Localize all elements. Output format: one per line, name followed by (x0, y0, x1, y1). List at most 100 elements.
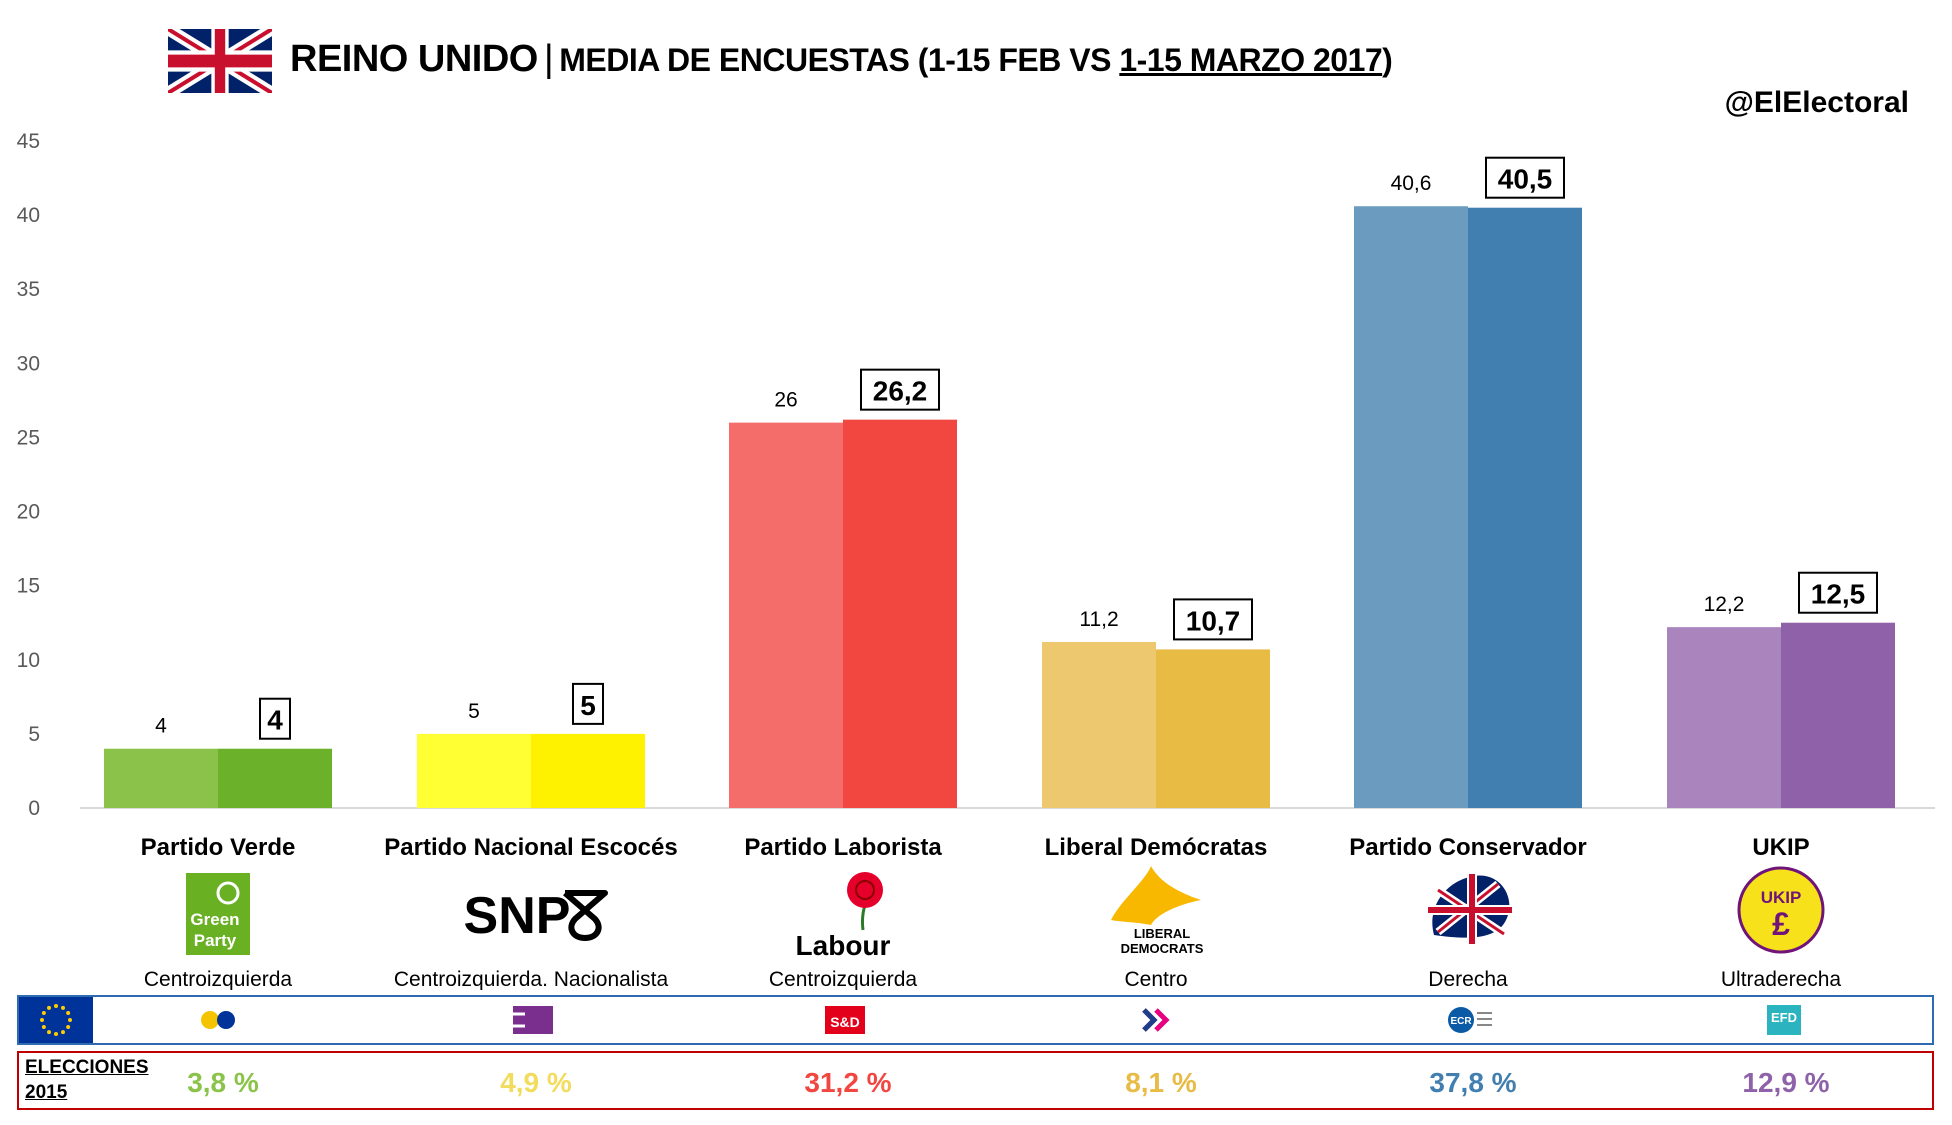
x-category-label: Partido Laborista (744, 834, 942, 861)
title-subtitle-period: 1-15 MARZO 2017 (1119, 42, 1383, 78)
x-axis-labels: Partido Verde Partido Nacional Escocés Par… (141, 834, 1810, 861)
data-label-feb: 4 (155, 715, 167, 738)
data-label-feb: 40,6 (1391, 172, 1432, 195)
party-ideologies: Centroizquierda Centroizquierda. Nacional… (144, 968, 1842, 990)
svg-text:ECR: ECR (1450, 1016, 1472, 1027)
y-tick-label: 5 (28, 723, 40, 746)
y-axis: 0 5 10 15 20 25 30 35 40 45 (17, 130, 40, 820)
title-separator: | (543, 38, 554, 80)
labour-logo: Labour (796, 872, 891, 961)
twitter-handle: @ElElectoral (1724, 86, 1909, 119)
party-ideology: Derecha (1428, 968, 1508, 990)
title-country: REINO UNIDO (290, 38, 538, 80)
data-label-feb: 5 (468, 700, 480, 723)
snp-logo: SNP (464, 887, 608, 945)
party-ideology: Centroizquierda. Nacionalista (394, 968, 669, 990)
data-label-box (259, 697, 291, 740)
green-party-logo: Green Party (186, 873, 250, 955)
ukip-logo: UKIP£ (1737, 866, 1825, 954)
data-label-march: 26,2 (873, 376, 928, 407)
y-tick-label: 30 (17, 352, 40, 375)
y-tick-label: 40 (17, 204, 40, 227)
data-label-feb: 11,2 (1079, 608, 1118, 631)
bar-feb (417, 733, 531, 808)
svg-text:DEMOCRATS: DEMOCRATS (1121, 941, 1204, 956)
svg-text:S&D: S&D (830, 1014, 860, 1030)
y-tick-label: 25 (17, 426, 40, 449)
svg-text:EFD: EFD (1771, 1010, 1797, 1025)
bar-march (1156, 649, 1270, 808)
party-ideology: Ultraderecha (1721, 968, 1842, 990)
data-label-box (1485, 156, 1565, 199)
bar-feb (729, 422, 843, 808)
title-subtitle-suffix: ) (1382, 42, 1393, 78)
title-subtitle-prefix: MEDIA DE ENCUESTAS (1-15 FEB VS (559, 42, 1120, 78)
data-label-march: 10,7 (1186, 605, 1241, 636)
election-2015-value: 4,9 % (500, 1067, 572, 1098)
eu-flag-icon (19, 997, 93, 1043)
uk-flag-icon (168, 29, 272, 93)
s-and-d-icon: S&D (825, 1006, 865, 1034)
svg-text:£: £ (1772, 906, 1790, 942)
gue-ngl-icon (513, 1006, 553, 1034)
bar-march (1781, 622, 1895, 808)
efdd-icon: EFD (1767, 1005, 1801, 1035)
bar-march (531, 733, 645, 808)
elections-label-line1: ELECCIONES (25, 1057, 149, 1078)
bar-march (218, 748, 332, 808)
election-2015-value: 8,1 % (1125, 1067, 1197, 1098)
data-label-feb: 12,2 (1704, 593, 1745, 616)
greens-efa-icon (201, 1011, 235, 1029)
party-ideology: Centroizquierda (769, 968, 918, 990)
bar-march (843, 419, 957, 808)
y-tick-label: 20 (17, 501, 40, 524)
election-2015-value: 31,2 % (804, 1067, 892, 1098)
data-label-march: 40,5 (1498, 164, 1553, 195)
x-category-label: Partido Conservador (1349, 834, 1586, 861)
svg-text:Labour: Labour (796, 930, 891, 961)
eu-groups-row: S&D ECR EFD (17, 995, 1934, 1045)
x-category-label: Liberal Demócratas (1045, 834, 1268, 861)
svg-text:UKIP: UKIP (1761, 888, 1802, 907)
svg-text:SNP: SNP (464, 887, 571, 945)
party-ideology: Centro (1124, 968, 1187, 990)
data-label-march: 5 (580, 690, 596, 721)
y-tick-label: 15 (17, 575, 40, 598)
data-label-march: 12,5 (1811, 579, 1866, 610)
x-category-label: Partido Nacional Escocés (384, 834, 677, 861)
data-label-feb: 26 (774, 389, 797, 412)
data-label-box (860, 368, 940, 411)
svg-text:LIBERAL: LIBERAL (1134, 926, 1190, 941)
y-tick-label: 0 (28, 797, 40, 820)
party-ideology: Centroizquierda (144, 968, 293, 990)
election-2015-value: 3,8 % (187, 1067, 259, 1098)
x-category-label: UKIP (1752, 834, 1809, 861)
election-2015-value: 12,9 % (1742, 1067, 1830, 1098)
bar-feb (1354, 206, 1468, 808)
data-label-box (572, 682, 604, 725)
elections-label: ELECCIONES 2015 (25, 1055, 149, 1105)
elections-label-line2: 2015 (25, 1082, 68, 1103)
y-tick-label: 45 (17, 130, 40, 153)
y-tick-label: 35 (17, 278, 40, 301)
data-label-box (1798, 571, 1878, 614)
svg-text:Party: Party (194, 931, 237, 950)
bar-feb (1042, 641, 1156, 808)
election-2015-value: 37,8 % (1429, 1067, 1517, 1098)
ecr-icon: ECR (1448, 1007, 1492, 1033)
y-tick-label: 10 (17, 649, 40, 672)
page-title: REINO UNIDO | MEDIA DE ENCUESTAS (1-15 FEB… (290, 38, 1393, 81)
bar-feb (104, 748, 218, 808)
bar-march (1468, 207, 1582, 808)
x-category-label: Partido Verde (141, 834, 296, 861)
bars: 4 4 5 5 26 26,2 11,2 10,7 40,6 40,5 12,2 12,5 (104, 156, 1895, 808)
data-label-march: 4 (267, 705, 283, 736)
bar-feb (1667, 627, 1781, 808)
data-label-box (1173, 598, 1253, 641)
svg-text:Green: Green (190, 910, 239, 929)
alde-icon (1142, 1008, 1170, 1032)
